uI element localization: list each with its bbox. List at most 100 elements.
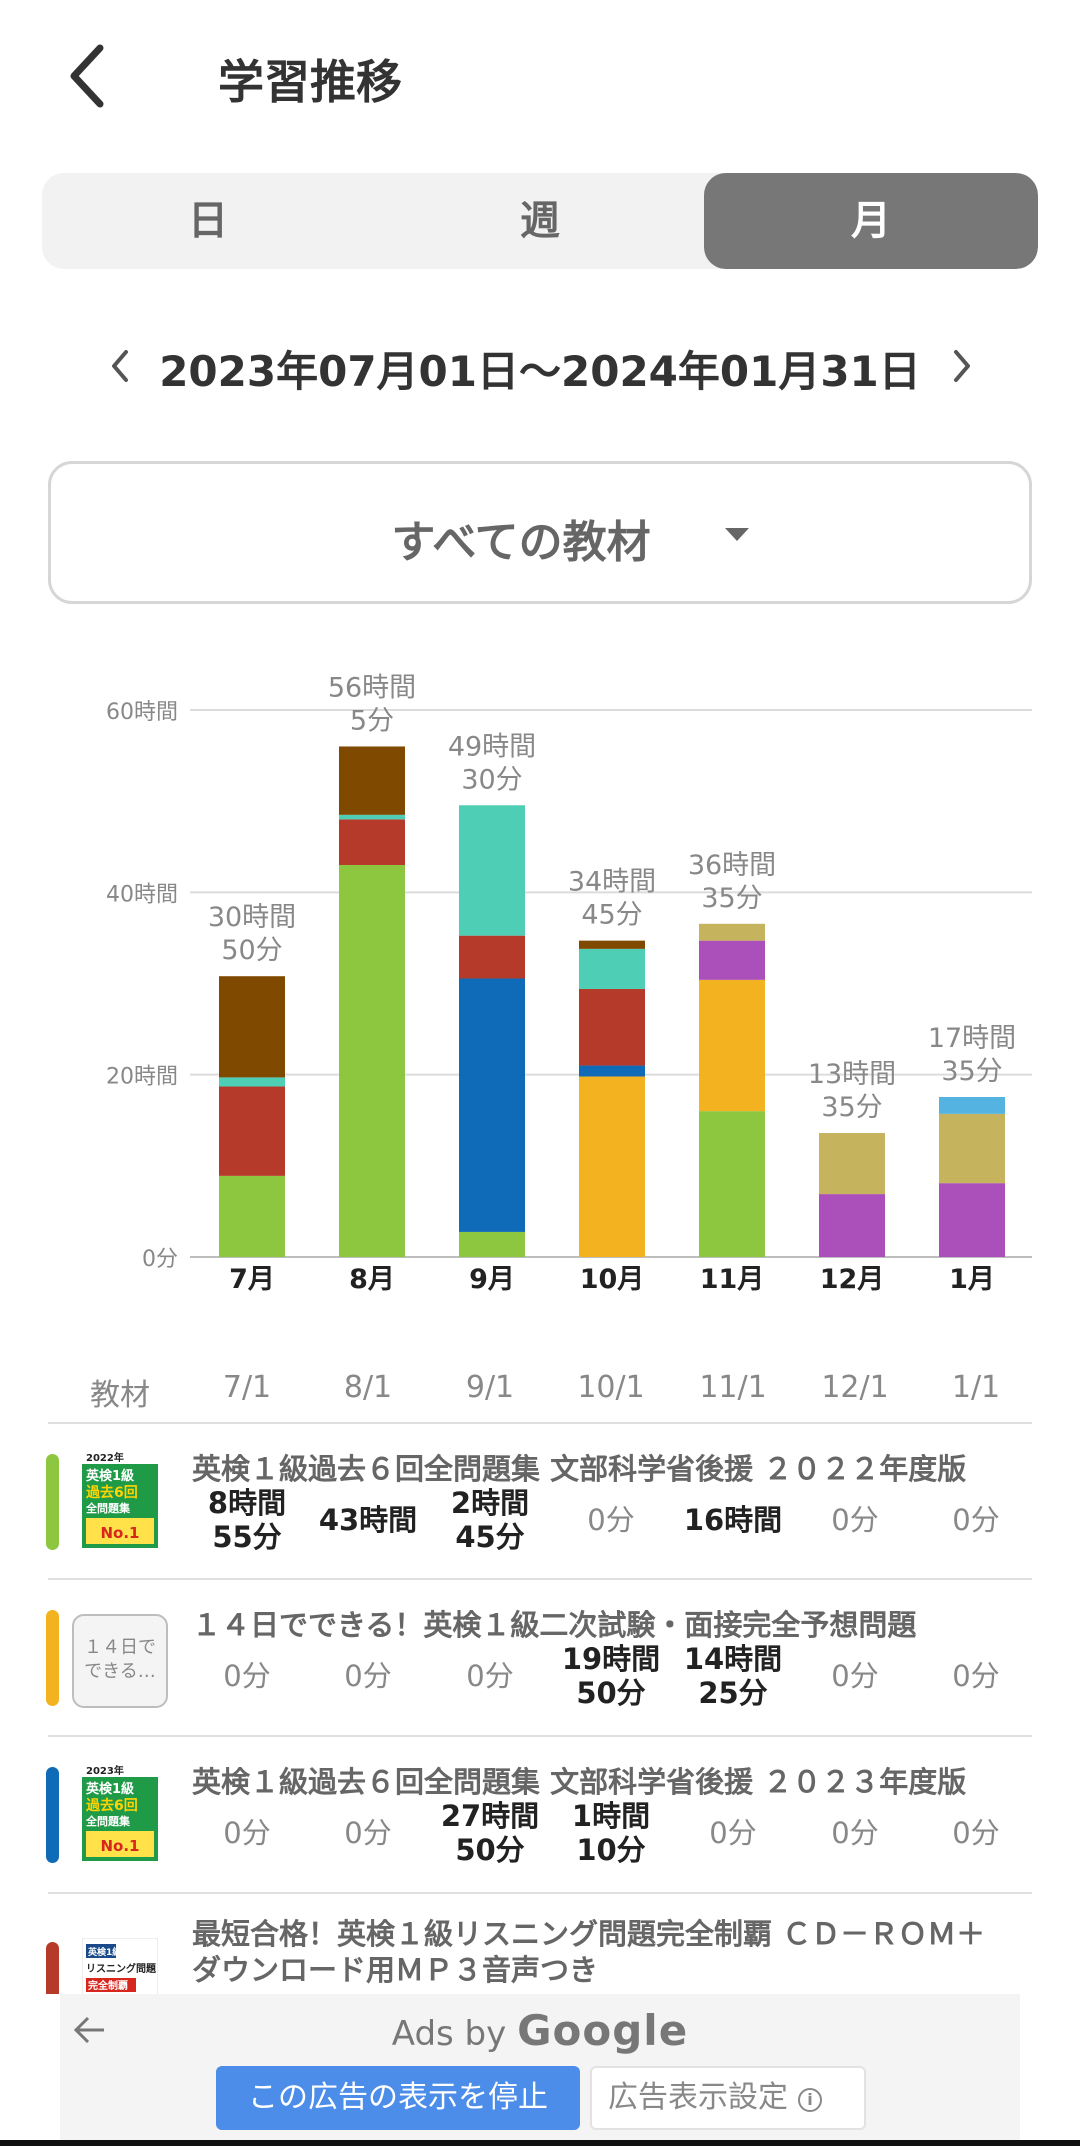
month-value: 27時間 50分 <box>440 1799 540 1867</box>
previous-period-button[interactable] <box>96 336 146 396</box>
month-value: 14時間 25分 <box>683 1642 783 1710</box>
total-label: 5分 <box>350 705 394 736</box>
date-range-row: 2023年07月01日〜2024年01月31日 <box>0 330 1080 402</box>
material-row[interactable]: １４日で できる… １４日でできる！英検１級二次試験・面接完全予想問題 0分 0… <box>0 1580 1080 1736</box>
cover-grade: 英検1級 <box>85 1468 134 1484</box>
month-value: 0分 <box>709 1816 757 1850</box>
bar-segment <box>579 1065 645 1077</box>
column-header: 12/1 <box>821 1370 889 1405</box>
stop-ad-button[interactable]: この広告の表示を停止 <box>216 2066 580 2130</box>
material-color-indicator <box>46 1767 59 1863</box>
y-tick-label: 0分 <box>142 1247 178 1272</box>
month-value: 0分 <box>952 1816 1000 1850</box>
bar-segment <box>699 1111 765 1257</box>
ad-banner: Ads by Google この広告の表示を停止 広告表示設定 i <box>60 1994 1020 2146</box>
month-value: 0分 <box>344 1816 392 1850</box>
bar-segment <box>219 976 285 1078</box>
month-value: 1時間 10分 <box>571 1799 651 1867</box>
bar-segment <box>339 819 405 865</box>
bar-segment <box>339 814 405 820</box>
table-header: 教材 7/1 8/1 9/1 10/1 11/1 12/1 1/1 <box>0 1360 1080 1420</box>
bar-segment <box>219 1077 285 1087</box>
cover-badge: No.1 <box>101 1837 140 1855</box>
total-label: 30時間 <box>208 902 296 933</box>
total-label: 45分 <box>581 900 642 931</box>
cover-subtitle: 完全制覇 <box>88 1979 128 1992</box>
total-label: 35分 <box>941 1056 1002 1087</box>
divider <box>48 1735 1032 1737</box>
month-value: 19時間 50分 <box>561 1642 661 1710</box>
tab-week[interactable]: 週 <box>520 198 560 244</box>
x-tick-label: 10月 <box>580 1264 645 1295</box>
system-nav-edge <box>0 2140 1080 2146</box>
month-value: 0分 <box>223 1816 271 1850</box>
cover-title: リスニング問題 <box>86 1962 157 1975</box>
tab-month[interactable]: 月 <box>704 173 1038 269</box>
period-segmented-control: 日 週 月 <box>42 173 1038 269</box>
ads-by-google-label: Ads by Google <box>60 2006 1020 2055</box>
tab-day[interactable]: 日 <box>188 198 228 244</box>
ad-back-button[interactable] <box>70 2012 110 2048</box>
next-period-button[interactable] <box>936 336 986 396</box>
book-cover-image: 2022年 英検1級 過去6回 全問題集 No.1 <box>82 1450 158 1548</box>
total-label: 50分 <box>221 935 282 966</box>
cover-subtitle: 全問題集 <box>85 1501 131 1515</box>
bar-segment <box>819 1194 885 1257</box>
bar-segment <box>459 805 525 936</box>
total-label: 49時間 <box>448 731 536 762</box>
ad-settings-label: 広告表示設定 <box>608 2080 788 2115</box>
total-label: 30分 <box>461 764 522 795</box>
material-filter-dropdown[interactable]: すべての教材 <box>48 461 1032 604</box>
month-value: 8時間 55分 <box>207 1486 287 1554</box>
column-header: 1/1 <box>951 1370 1001 1405</box>
ad-settings-button[interactable]: 広告表示設定 i <box>590 2066 866 2130</box>
material-color-indicator <box>46 1454 59 1550</box>
y-tick-label: 40時間 <box>106 882 178 907</box>
google-logo-text: Google <box>517 2006 689 2055</box>
cover-year: 2022年 <box>86 1451 124 1464</box>
cover-badge: No.1 <box>101 1524 140 1542</box>
total-label: 17時間 <box>928 1023 1016 1054</box>
cover-title: 過去6回 <box>85 1484 138 1501</box>
x-tick-label: 9月 <box>469 1264 515 1295</box>
material-title: １４日でできる！英検１級二次試験・面接完全予想問題 <box>192 1608 917 1642</box>
divider <box>48 1892 1032 1894</box>
material-column-header: 教材 <box>90 1378 150 1413</box>
x-tick-label: 7月 <box>229 1264 275 1295</box>
bar-segment <box>939 1097 1005 1114</box>
material-row[interactable]: 英検1級 リスニング問題 完全制覇 最短合格！英検１級リスニング問題完全制覇 Ｃ… <box>0 1894 1080 1994</box>
material-row[interactable]: 2023年 英検1級 過去6回 全問題集 No.1 英検１級過去６回全問題集 文… <box>0 1737 1080 1893</box>
total-label: 35分 <box>701 883 762 914</box>
x-tick-label: 12月 <box>820 1264 885 1295</box>
column-header: 7/1 <box>222 1370 272 1405</box>
cover-grade: 英検1級 <box>85 1781 134 1797</box>
material-color-indicator <box>46 1942 59 1994</box>
total-label: 36時間 <box>688 850 776 881</box>
cover-subtitle: 全問題集 <box>85 1814 131 1828</box>
cover-grade: 英検1級 <box>87 1946 121 1958</box>
bar-segment <box>579 1076 645 1257</box>
back-button[interactable] <box>58 38 118 114</box>
divider <box>48 1422 1032 1424</box>
x-tick-label: 1月 <box>949 1264 995 1295</box>
bar-segment <box>699 940 765 980</box>
info-icon: i <box>798 2088 822 2112</box>
x-tick-label: 8月 <box>349 1264 395 1295</box>
bar-segment <box>579 988 645 1066</box>
cover-year: 2023年 <box>86 1764 124 1777</box>
material-filter-label: すべての教材 <box>391 517 651 568</box>
y-tick-label: 60時間 <box>106 700 178 725</box>
bar-segment <box>219 1086 285 1176</box>
book-cover-placeholder: １４日で できる… <box>72 1614 168 1708</box>
date-range-label: 2023年07月01日〜2024年01月31日 <box>159 347 921 396</box>
bar-segment <box>339 746 405 815</box>
bar-segment <box>459 1231 525 1257</box>
caret-down-icon <box>725 528 749 541</box>
material-title: 最短合格！英検１級リスニング問題完全制覇 ＣＤ－ＲＯＭ＋ <box>192 1917 986 1951</box>
material-row[interactable]: 2022年 英検1級 過去6回 全問題集 No.1 英検１級過去６回全問題集 文… <box>0 1424 1080 1580</box>
y-tick-label: 20時間 <box>106 1065 178 1090</box>
material-title: 英検１級過去６回全問題集 文部科学省後援 ２０２２年度版 <box>192 1452 967 1486</box>
bar-segment <box>939 1113 1005 1184</box>
cover-title: 過去6回 <box>85 1797 138 1814</box>
